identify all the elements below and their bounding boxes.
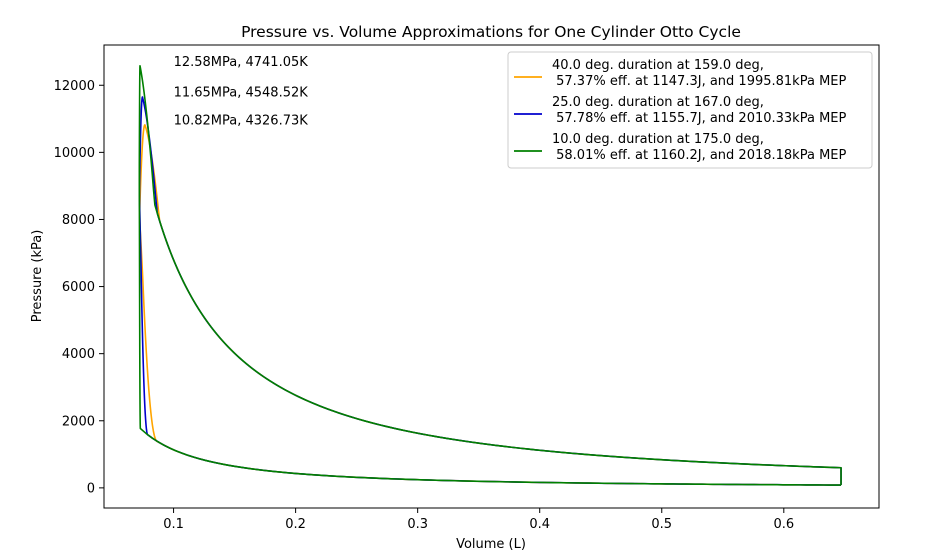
x-axis: 0.1 0.2 0.3 0.4 0.5 0.6 [163, 508, 794, 532]
y-axis-label: Pressure (kPa) [30, 230, 45, 323]
plot-frame [103, 44, 880, 509]
legend: 40.0 deg. duration at 159.0 deg, 57.37% … [507, 51, 873, 169]
series-line-1 [138, 124, 842, 486]
x-tick-label: 0.3 [407, 517, 428, 532]
x-tick-label: 0.5 [651, 517, 672, 532]
x-tick-label: 0.2 [285, 517, 306, 532]
x-tick-label: 0.4 [529, 517, 550, 532]
peak-annotation-2: 11.65MPa, 4548.52K [174, 86, 309, 101]
y-tick-label: 10000 [54, 146, 95, 161]
x-axis-label: Volume (L) [456, 537, 526, 552]
y-tick-label: 4000 [62, 347, 95, 362]
series-line-3 [138, 65, 842, 486]
peak-annotation-3: 10.82MPa, 4326.73K [174, 113, 309, 128]
y-tick-label: 2000 [62, 414, 95, 429]
legend-label-1: 40.0 deg. duration at 159.0 deg, 57.37% … [552, 58, 846, 89]
y-tick-label: 12000 [54, 79, 95, 94]
peak-annotations: 12.58MPa, 4741.05K 11.65MPa, 4548.52K 10.8… [174, 55, 309, 129]
y-axis: 0 2000 4000 6000 8000 10000 12000 [54, 79, 104, 496]
peak-annotation-1: 12.58MPa, 4741.05K [174, 55, 309, 70]
x-tick-label: 0.6 [773, 517, 794, 532]
chart-title: Pressure vs. Volume Approximations for O… [241, 23, 741, 41]
legend-box [507, 51, 873, 169]
y-tick-label: 6000 [62, 280, 95, 295]
series-layer [138, 65, 842, 486]
y-tick-label: 0 [87, 481, 95, 496]
y-tick-label: 8000 [62, 213, 95, 228]
legend-label-2: 25.0 deg. duration at 167.0 deg, 57.78% … [552, 95, 846, 126]
x-tick-label: 0.1 [163, 517, 184, 532]
legend-label-3: 10.0 deg. duration at 175.0 deg, 58.01% … [552, 132, 846, 163]
